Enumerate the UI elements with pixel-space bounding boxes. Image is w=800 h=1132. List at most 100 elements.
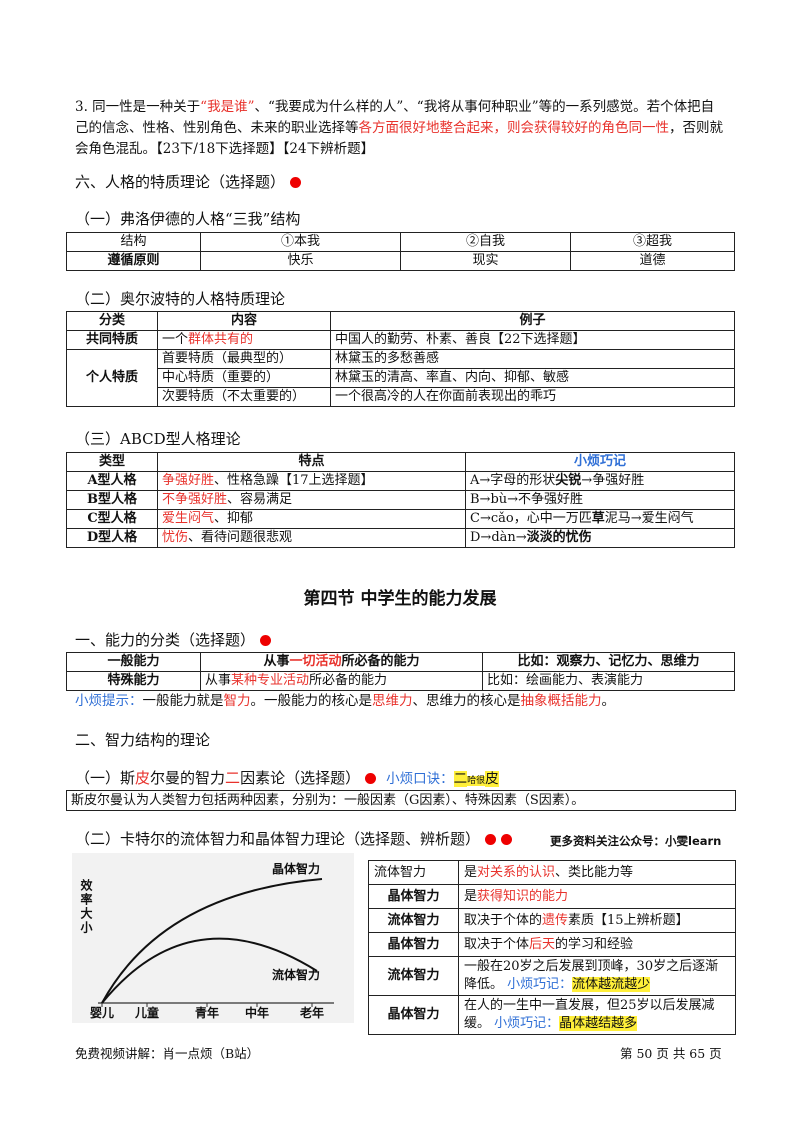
table-row: 中心特质（重要的） 林黛玉的清高、率直、内向、抑郁、敏感 [67,368,735,388]
curve-label: 晶体智力 [272,861,320,876]
table-cell: 结构 [66,232,201,252]
box: 斯皮尔曼认为人类智力包括两种因素，分别为：一般因素（G因素）、特殊因素（S因素）… [66,790,736,811]
table-cell: 例子 [330,311,735,331]
heading-text: 一、能力的分类（选择题） [75,631,256,649]
table-cell: 晶体智力 [368,995,459,1035]
text-run: A→字母的形状 [470,473,556,488]
text-run: 二 [453,771,468,787]
text-run: 取决于个体的 [464,912,543,928]
text-run: “我是谁” [200,99,255,115]
heading-text: 六、人格的特质理论（选择题） [75,173,286,191]
text-run: 。一般能力的核心是 [250,693,373,709]
chapter-title: 第四节 中学生的能力发展 [303,589,497,609]
text-run: 小烦巧记 [573,454,626,469]
x-label: 婴儿 [90,1006,114,1020]
text-run: 是 [464,888,478,904]
text-run: 的学习和经验 [555,936,634,952]
x-ticks: 婴儿 儿童 青年 中年 老年 [90,1003,324,1020]
table-cell: 取决于个体的遗传素质【15上辨析题】 [458,908,736,933]
text-run: 抽象概括能力 [520,693,602,709]
table: 分类 内容 例子 共同特质 一个群体共有的 中国人的勤劳、朴素、善良【22下选择题】 个人特… [66,311,735,407]
table-row: 次要特质（不太重要的） 一个很高冷的人在你面前表现出的乖巧 [67,387,735,407]
text-run: 、看待问题很悲观 [188,530,293,545]
text-run: 一般能力就是 [142,693,224,709]
heading-text: （一）斯皮尔曼的智力二因素论（选择题） [75,769,360,787]
table-row: 晶体智力 在人的一生中一直发展，但25岁以后发展减缓。 小烦巧记：晶体越结越多 [368,995,736,1035]
text-run: 所必备的能力 [309,673,388,688]
crystal-curve [101,878,323,1004]
table-cell: ①本我 [200,232,401,252]
table-cell: 快乐 [200,251,401,271]
heading: （一）斯皮尔曼的智力二因素论（选择题） 小烦口诀：二哈很皮 [75,768,499,792]
text-run: 皮 [135,769,151,787]
table-cell: 流体智力 [368,860,459,885]
table-row: A型人格 争强好胜、性格急躁【17上选择题】 A→字母的形状尖锐→争强好胜 [66,471,735,491]
table-row: 个人特质 首要特质（最典型的） 林黛玉的多愁善感 [66,349,735,407]
tip: 小烦提示：一般能力就是智力。一般能力的核心是思维力、思维力的核心是抽象概括能力。 [75,691,615,712]
text-run: （一）斯 [75,769,136,787]
table-cell: 中国人的勤劳、朴素、善良【22下选择题】 [330,330,735,350]
text-run: 晶体越结越多 [559,1016,638,1031]
table-cell: 一个很高冷的人在你面前表现出的乖巧 [330,387,735,407]
table-cell: 道德 [570,251,735,271]
table-row: 结构 ①本我 ②自我 ③超我 [66,232,735,252]
text-run: 小烦巧记： [507,977,573,992]
text-run: 从事 [205,673,232,688]
table-cell: 在人的一生中一直发展，但25岁以后发展减缓。 小烦巧记：晶体越结越多 [458,995,736,1035]
table-cell: 取决于个体后天的学习和经验 [458,932,736,957]
heading: 二、智力结构的理论 [75,731,211,749]
table: 类型 特点 小烦巧记 A型人格 争强好胜、性格急躁【17上选择题】 A→字母的形状尖锐→争… [66,452,735,548]
heading: 六、人格的特质理论（选择题） [75,172,302,193]
text-run: 后天 [529,936,556,952]
table-cell: 流体智力 [368,956,459,996]
heading: 一、能力的分类（选择题） [75,630,272,651]
text-run: 一个 [162,332,189,347]
table-cell: D→dàn→淡淡的忧伤 [465,528,735,548]
table-cell: 中心特质（重要的） [157,368,331,388]
table-cell: 次要特质（不太重要的） [157,387,331,407]
text-run: 不争强好胜 [162,492,228,507]
table-cell: A→字母的形状尖锐→争强好胜 [465,471,735,491]
text-run: 群体共有的 [188,332,254,347]
red-dot [260,635,272,646]
table-cell: 晶体智力 [368,932,459,957]
text-run: 一般在20岁之后发展到顶峰，30岁之后逐渐降低。 [464,959,719,992]
text-run: 某种专业活动 [231,673,310,688]
red-dot [485,834,497,845]
heading-text: （二）卡特尔的流体智力和晶体智力理论（选择题、辨析题） [75,830,481,848]
table-cell: 爱生闷气、抑郁 [157,509,466,529]
text-run: 3. 同一性是一种关于 [75,99,201,115]
table-row: D型人格 忧伤、看待问题很悲观 D→dàn→淡淡的忧伤 [66,528,735,548]
table-cell: 不争强好胜、容易满足 [157,490,466,510]
text-run: 二 [225,769,241,787]
table-cell: 是获得知识的能力 [458,884,736,909]
y-label: 效率大小 [79,878,93,935]
table-row: 流体智力 一般在20岁之后发展到顶峰，30岁之后逐渐降低。 小烦巧记：流体越流越少 [368,956,736,996]
text-run: C→cǎo，心中一万匹 [470,511,592,526]
table-cell: 一般能力 [66,652,201,672]
table-row: 遵循原则 快乐 现实 道德 [66,251,735,271]
fluid-curve [101,937,318,1004]
text-run: 草 [591,511,605,526]
table-cell: C型人格 [66,509,158,529]
text-run: 、容易满足 [227,492,293,507]
text-run: 、抑郁 [214,511,254,526]
red-dot [290,177,302,188]
text-run: 尔曼的智力 [150,769,226,787]
table-cell: 忧伤、看待问题很悲观 [157,528,466,548]
table: 流体智力 是对关系的认识、类比能力等 晶体智力 是获得知识的能力 流体智力 取决于个体的遗… [368,860,736,1035]
table-cell: 流体智力 [368,908,459,933]
red-dot [501,834,513,845]
text-run: 思维力 [372,693,413,709]
table-cell: 晶体智力 [368,884,459,909]
table-cell: ②自我 [400,232,571,252]
text-run: 因素论（选择题） [240,769,361,787]
chart-image: 婴儿 儿童 青年 中年 老年 晶体智力 流体智力 效率大小 [72,853,354,1023]
text-run: 、性格急躁【17上选择题】 [214,473,374,488]
text-run: 、思维力的核心是 [412,693,521,709]
table-cell: 个人特质 [66,349,158,407]
text-run: →争强好胜 [581,473,645,488]
text-run: 智力 [223,693,251,709]
text-run: 忧伤 [162,530,189,545]
